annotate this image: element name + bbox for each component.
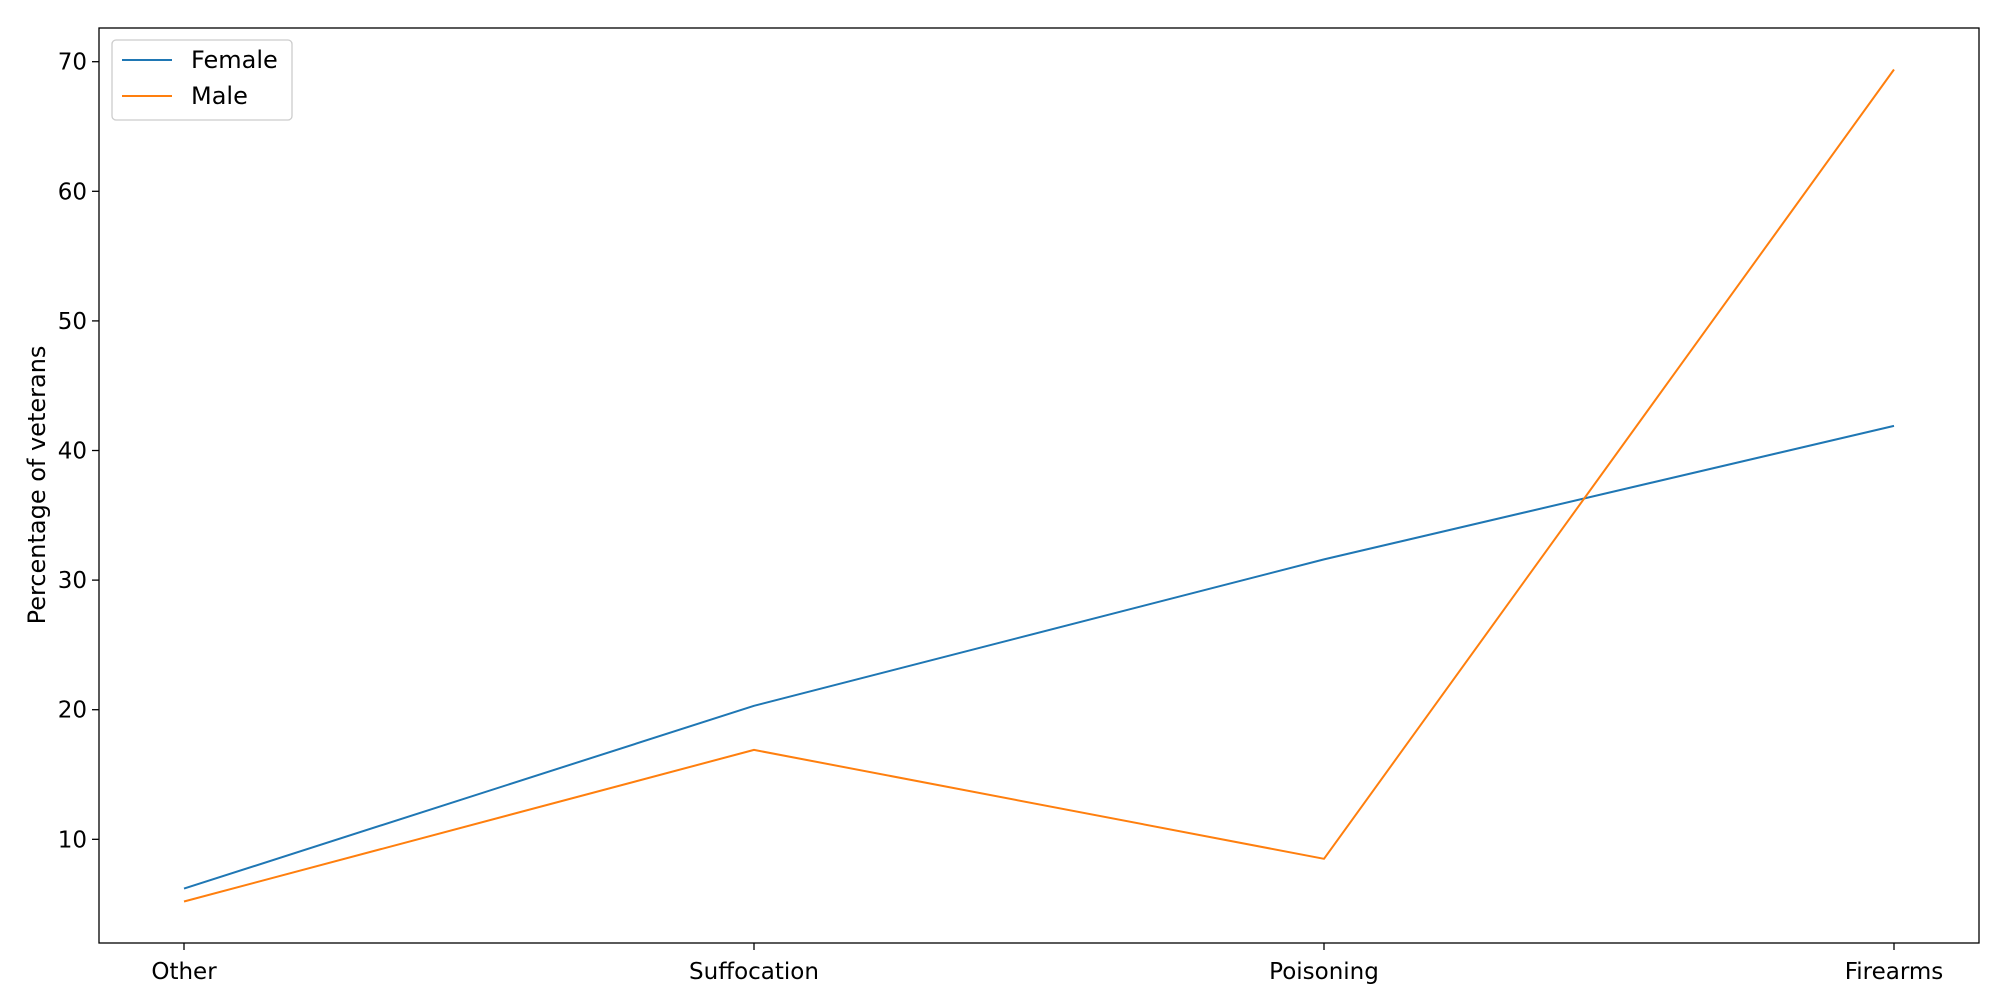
plot-frame [98, 27, 1980, 944]
legend-label-male: Male [191, 82, 248, 110]
legend: Female Male [111, 39, 293, 121]
x-tick-label: Suffocation [689, 959, 819, 985]
y-tick-label: 70 [58, 50, 87, 76]
series-line-female [183, 424, 1895, 890]
x-tick-label: Poisoning [1269, 959, 1379, 985]
y-tick-label: 50 [58, 309, 87, 335]
x-tick-label: Firearms [1845, 959, 1944, 985]
y-axis-ticks: 10 20 30 40 50 60 70 [58, 50, 99, 853]
series-lines [183, 68, 1895, 903]
legend-label-female: Female [191, 46, 278, 74]
x-axis-ticks: Other Suffocation Poisoning Firearms [151, 943, 1943, 985]
series-line-male [183, 68, 1895, 903]
y-tick-label: 30 [58, 568, 87, 594]
y-tick-label: 20 [58, 698, 87, 724]
y-tick-label: 10 [58, 827, 87, 853]
y-tick-label: 40 [58, 439, 87, 465]
y-tick-label: 60 [58, 179, 87, 205]
y-axis-label: Percentage of veterans [23, 346, 51, 625]
x-tick-label: Other [151, 959, 217, 985]
